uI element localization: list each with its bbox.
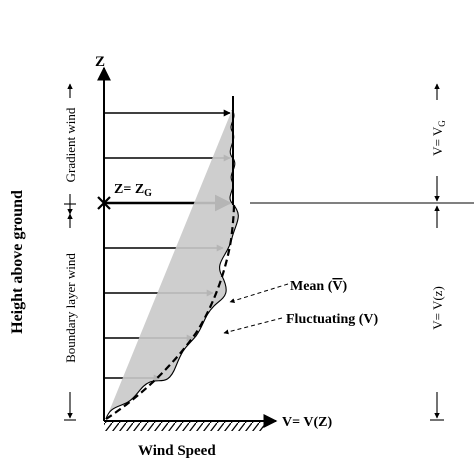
x-axis-end-label: V= V(Z)	[282, 415, 332, 430]
x-axis-title: Wind Speed	[138, 443, 216, 459]
fluctuating-callout-label: Fluctuating (V)	[286, 312, 379, 327]
boundary-layer-label: Boundary layer wind	[63, 253, 78, 363]
gradient-height-label: Z= ZG	[114, 182, 152, 199]
mean-callout-arrow	[229, 283, 289, 304]
y-axis-title: Height above ground	[9, 190, 26, 334]
z-axis-label: Z	[95, 54, 105, 70]
fluctuating-callout-arrow	[223, 317, 283, 335]
fluctuation-curve	[105, 109, 239, 420]
gradient-velocity-label: V= VG	[430, 120, 447, 156]
gradient-height-marker	[97, 196, 111, 210]
boundary-velocity-label: V= V(z)	[430, 286, 445, 330]
left-dimension-arrows	[64, 83, 76, 421]
mean-symbol: V	[332, 279, 342, 294]
right-dimension-arrows	[430, 83, 444, 421]
mean-callout-label: Mean (V)	[290, 279, 348, 294]
ground-hatching	[104, 421, 266, 431]
mean-profile-curve	[105, 202, 236, 420]
gradient-wind-label: Gradient wind	[63, 107, 78, 182]
